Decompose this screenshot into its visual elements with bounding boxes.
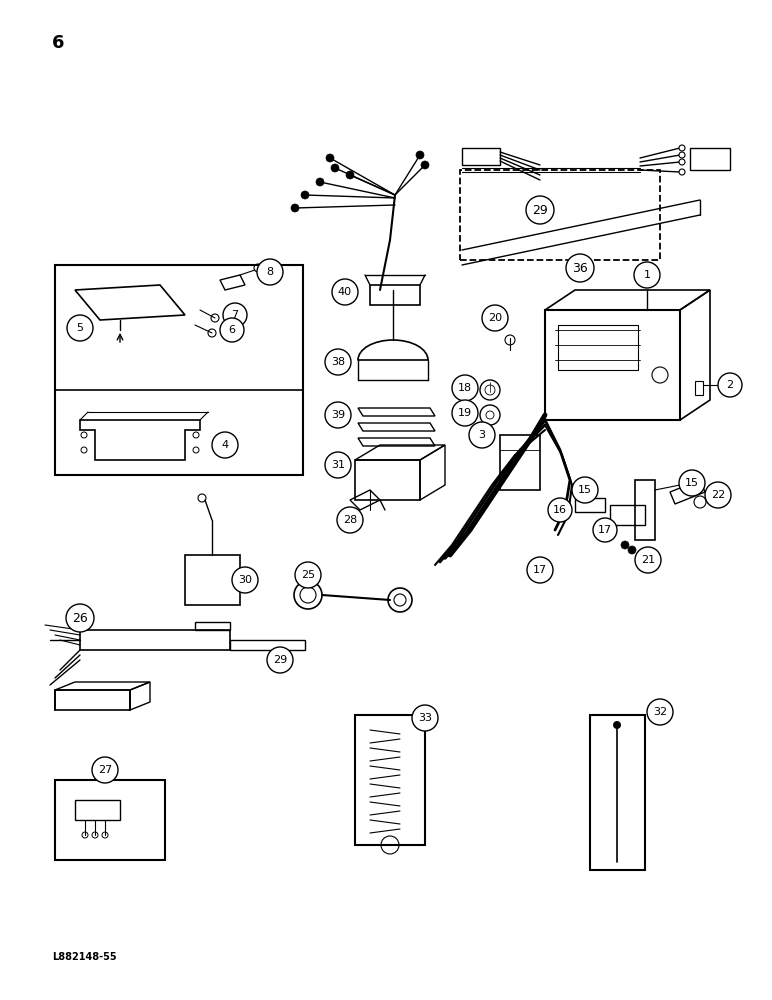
Circle shape: [679, 145, 685, 151]
Circle shape: [679, 159, 685, 165]
Circle shape: [452, 400, 478, 426]
Text: 6: 6: [52, 34, 65, 52]
Text: 27: 27: [98, 765, 112, 775]
Circle shape: [679, 470, 705, 496]
Circle shape: [412, 705, 438, 731]
Circle shape: [526, 196, 554, 224]
Bar: [55, 780, 165, 860]
Circle shape: [621, 541, 629, 549]
Circle shape: [718, 373, 742, 397]
Text: 15: 15: [578, 485, 592, 495]
Text: 18: 18: [458, 383, 472, 393]
Circle shape: [628, 546, 636, 554]
Text: 17: 17: [598, 525, 612, 535]
Circle shape: [212, 432, 238, 458]
Circle shape: [331, 164, 339, 172]
Circle shape: [593, 518, 617, 542]
Circle shape: [613, 721, 621, 729]
Circle shape: [679, 152, 685, 158]
Circle shape: [527, 557, 553, 583]
Bar: [185, 555, 240, 605]
Text: 29: 29: [532, 204, 548, 217]
Circle shape: [267, 647, 293, 673]
Text: 28: 28: [343, 515, 357, 525]
Text: 1: 1: [644, 270, 651, 280]
Circle shape: [325, 349, 351, 375]
Circle shape: [295, 562, 321, 588]
Circle shape: [346, 171, 354, 179]
Text: 5: 5: [76, 323, 83, 333]
Text: 29: 29: [273, 655, 287, 665]
Circle shape: [635, 547, 661, 573]
Text: 15: 15: [685, 478, 699, 488]
Text: 31: 31: [331, 460, 345, 470]
Circle shape: [452, 375, 478, 401]
Circle shape: [634, 262, 660, 288]
Text: 36: 36: [572, 261, 587, 274]
Text: 8: 8: [266, 267, 273, 277]
Bar: [695, 381, 703, 395]
Text: 3: 3: [479, 430, 486, 440]
Circle shape: [325, 402, 351, 428]
Text: 4: 4: [222, 440, 229, 450]
Circle shape: [220, 318, 244, 342]
Bar: [460, 170, 660, 260]
Circle shape: [482, 305, 508, 331]
Circle shape: [416, 151, 424, 159]
Circle shape: [223, 303, 247, 327]
Circle shape: [66, 604, 94, 632]
Circle shape: [705, 482, 731, 508]
Circle shape: [325, 452, 351, 478]
Text: 17: 17: [533, 565, 547, 575]
Circle shape: [232, 567, 258, 593]
Text: 40: 40: [338, 287, 352, 297]
Text: L882148-55: L882148-55: [52, 952, 117, 962]
Circle shape: [572, 477, 598, 503]
Circle shape: [647, 699, 673, 725]
Circle shape: [679, 169, 685, 175]
Text: 33: 33: [418, 713, 432, 723]
Text: 26: 26: [72, 611, 88, 624]
Text: 16: 16: [553, 505, 567, 515]
Circle shape: [337, 507, 363, 533]
Bar: [590, 715, 645, 870]
Circle shape: [257, 259, 283, 285]
Circle shape: [326, 154, 334, 162]
Text: 6: 6: [229, 325, 235, 335]
Text: 32: 32: [653, 707, 667, 717]
Text: 25: 25: [301, 570, 315, 580]
Text: 2: 2: [726, 380, 733, 390]
Bar: [355, 715, 425, 845]
Text: 21: 21: [641, 555, 655, 565]
Text: 30: 30: [238, 575, 252, 585]
Bar: [55, 265, 303, 475]
Text: 39: 39: [331, 410, 345, 420]
Circle shape: [469, 422, 495, 448]
Bar: [558, 325, 638, 370]
Circle shape: [316, 178, 324, 186]
Text: 20: 20: [488, 313, 502, 323]
Circle shape: [301, 191, 309, 199]
Circle shape: [548, 498, 572, 522]
Circle shape: [566, 254, 594, 282]
Text: 19: 19: [458, 408, 472, 418]
Text: 22: 22: [711, 490, 725, 500]
Circle shape: [332, 279, 358, 305]
Text: 38: 38: [331, 357, 345, 367]
Text: 7: 7: [232, 310, 239, 320]
Circle shape: [291, 204, 299, 212]
Circle shape: [67, 315, 93, 341]
Circle shape: [421, 161, 429, 169]
Circle shape: [92, 757, 118, 783]
